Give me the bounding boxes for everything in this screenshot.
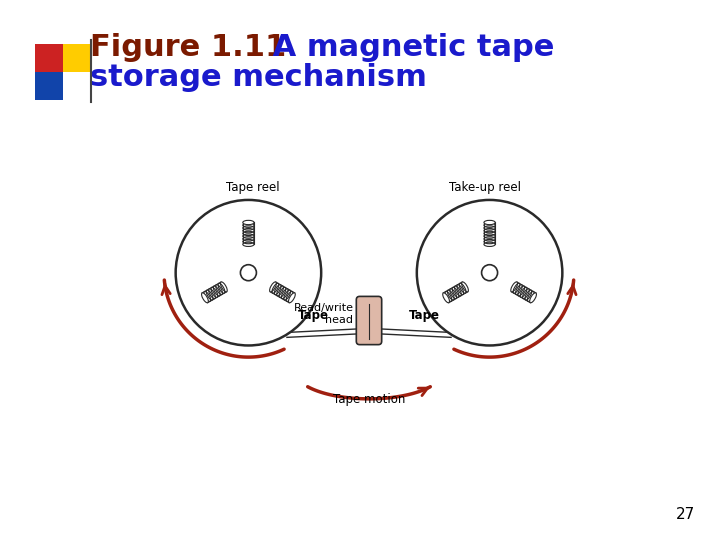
Text: A magnetic tape: A magnetic tape [262, 33, 554, 63]
Ellipse shape [243, 242, 254, 246]
Text: Figure 1.11: Figure 1.11 [90, 33, 287, 63]
Text: storage mechanism: storage mechanism [90, 64, 427, 92]
Text: Read/write
head: Read/write head [294, 303, 354, 325]
Text: Take-up reel: Take-up reel [449, 181, 521, 194]
Ellipse shape [289, 293, 295, 303]
Circle shape [417, 200, 562, 346]
Text: Tape: Tape [298, 309, 329, 322]
Ellipse shape [484, 220, 495, 225]
Ellipse shape [484, 242, 495, 246]
Ellipse shape [269, 282, 276, 292]
Ellipse shape [243, 220, 254, 225]
Ellipse shape [202, 293, 208, 303]
Ellipse shape [462, 282, 469, 292]
Text: 27: 27 [676, 507, 695, 522]
Bar [35, 44, 63, 72]
Ellipse shape [443, 293, 449, 303]
Circle shape [176, 200, 321, 346]
Ellipse shape [220, 282, 228, 292]
FancyBboxPatch shape [356, 296, 382, 345]
Circle shape [240, 265, 256, 281]
Text: Tape reel: Tape reel [226, 181, 279, 194]
Text: Tape motion: Tape motion [333, 393, 405, 406]
Bar [63, 44, 91, 72]
Circle shape [482, 265, 498, 281]
Ellipse shape [530, 293, 536, 303]
Ellipse shape [510, 282, 518, 292]
Bar [35, 72, 63, 100]
Text: Tape: Tape [409, 309, 440, 322]
